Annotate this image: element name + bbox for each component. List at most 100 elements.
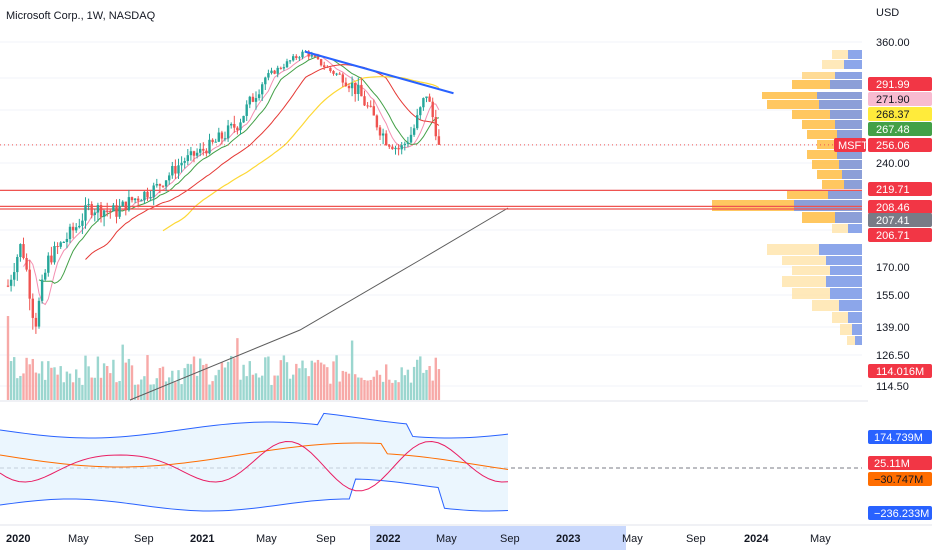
candle-body — [319, 59, 323, 66]
time-tick-label: Sep — [500, 533, 520, 545]
volume-bar — [313, 362, 317, 400]
volume-bar — [115, 382, 118, 400]
volume-profile-row-up — [830, 80, 862, 89]
price-tick-label: 360.00 — [876, 37, 910, 49]
volume-bar — [273, 375, 276, 400]
volume-bar — [425, 369, 428, 400]
volume-profile-row — [802, 120, 862, 129]
volume-bar — [133, 384, 137, 400]
price-tick-label: 240.00 — [876, 158, 910, 170]
candle-body — [75, 227, 78, 231]
volume-bar — [106, 365, 109, 400]
candle-body — [177, 165, 180, 174]
oscillator-upper-band — [0, 412, 509, 439]
candle-body — [93, 212, 96, 215]
candle-body — [261, 84, 264, 95]
trendline — [304, 50, 454, 95]
volume-profile-row-up — [852, 324, 862, 335]
volume-profile-row — [787, 190, 862, 199]
candle-body — [180, 162, 183, 166]
price-unit: USD — [876, 7, 899, 19]
oscillator-badge-label: −30.747M — [874, 474, 923, 486]
candle-body — [230, 123, 233, 126]
volume-profile-row-up — [794, 200, 862, 211]
candle-body — [301, 51, 304, 58]
candle-body — [164, 180, 168, 187]
candle-body — [140, 200, 143, 202]
candle-body — [338, 73, 341, 75]
moving-averages — [23, 53, 509, 401]
candle-body — [56, 246, 59, 248]
price-axis[interactable]: 360.00 240.00 170.00 155.00 139.00 126.50 114.… — [834, 37, 932, 393]
volume-bar — [394, 380, 397, 400]
candle-body — [279, 67, 282, 69]
volume-profile-row — [832, 50, 862, 59]
candle-body — [409, 134, 413, 143]
candle-body — [425, 96, 428, 99]
volume-profile-row — [822, 180, 862, 189]
volume-bar — [84, 355, 87, 400]
candle-body — [6, 285, 10, 287]
volume-bar — [245, 376, 248, 400]
candle-body — [183, 161, 186, 163]
volume-profile-row-up — [835, 72, 862, 79]
volume-bar — [81, 384, 84, 400]
oscillator-badge — [868, 506, 932, 520]
volume-bar — [282, 355, 286, 400]
candle-body — [205, 150, 208, 154]
volume-bar — [226, 361, 230, 400]
candle-body — [87, 204, 90, 206]
volume-profile-row — [807, 130, 862, 139]
candle-body — [22, 244, 25, 259]
volume-bar — [127, 358, 131, 400]
volume-profile-row-up — [835, 212, 862, 223]
volume-bar — [292, 374, 295, 400]
volume-bar — [40, 361, 44, 400]
candle-body — [96, 205, 100, 213]
volume-profile-row-up — [839, 300, 862, 311]
oscillator-badge-label: 25.11M — [874, 458, 910, 470]
price-badge-label: 267.48 — [876, 124, 910, 136]
resistance-trendline[interactable] — [304, 50, 454, 95]
volume-bar — [78, 377, 81, 400]
time-tick-label: May — [622, 533, 643, 545]
time-tick-label: May — [436, 533, 457, 545]
volume-profile — [712, 50, 862, 345]
volume-profile-row — [782, 256, 862, 265]
time-tick-label: May — [810, 533, 831, 545]
candle-body — [186, 155, 189, 162]
price-badge — [868, 107, 932, 121]
candle-body — [385, 133, 388, 146]
oscillator-badge — [868, 472, 932, 486]
time-tick-label: May — [68, 533, 89, 545]
candle-body — [217, 132, 220, 142]
candle-body — [360, 84, 363, 97]
volume-bar — [341, 370, 344, 400]
volume-bar — [214, 375, 217, 400]
volume-bar — [192, 356, 196, 400]
volume-profile-row-up — [848, 224, 862, 233]
moving-average-line — [85, 64, 440, 260]
volume-bar — [236, 338, 239, 400]
volume-profile-row-up — [855, 336, 862, 345]
volume-bar — [385, 364, 388, 400]
candle-body — [248, 96, 251, 105]
volume-bar — [22, 373, 25, 400]
candle-body — [316, 56, 320, 60]
candle-body — [40, 279, 44, 301]
volume-bar — [431, 380, 434, 400]
volume-bar — [319, 362, 323, 400]
time-axis[interactable]: 2020 May Sep 2021 May Sep 2022 May Sep 2023 May Sep… — [6, 526, 831, 550]
price-badge-label: 268.37 — [876, 109, 910, 121]
volume-bar — [149, 384, 152, 400]
volume-bar — [59, 366, 62, 400]
volume-bar — [310, 360, 313, 400]
volume-bar — [53, 367, 56, 400]
volume-bar — [270, 384, 273, 400]
volume-profile-row-up — [835, 120, 862, 129]
volume-bar — [202, 365, 205, 400]
candle-body — [202, 148, 205, 151]
candle-body — [37, 300, 41, 327]
candle-body — [16, 257, 19, 273]
volume-profile-row-up — [837, 150, 862, 159]
